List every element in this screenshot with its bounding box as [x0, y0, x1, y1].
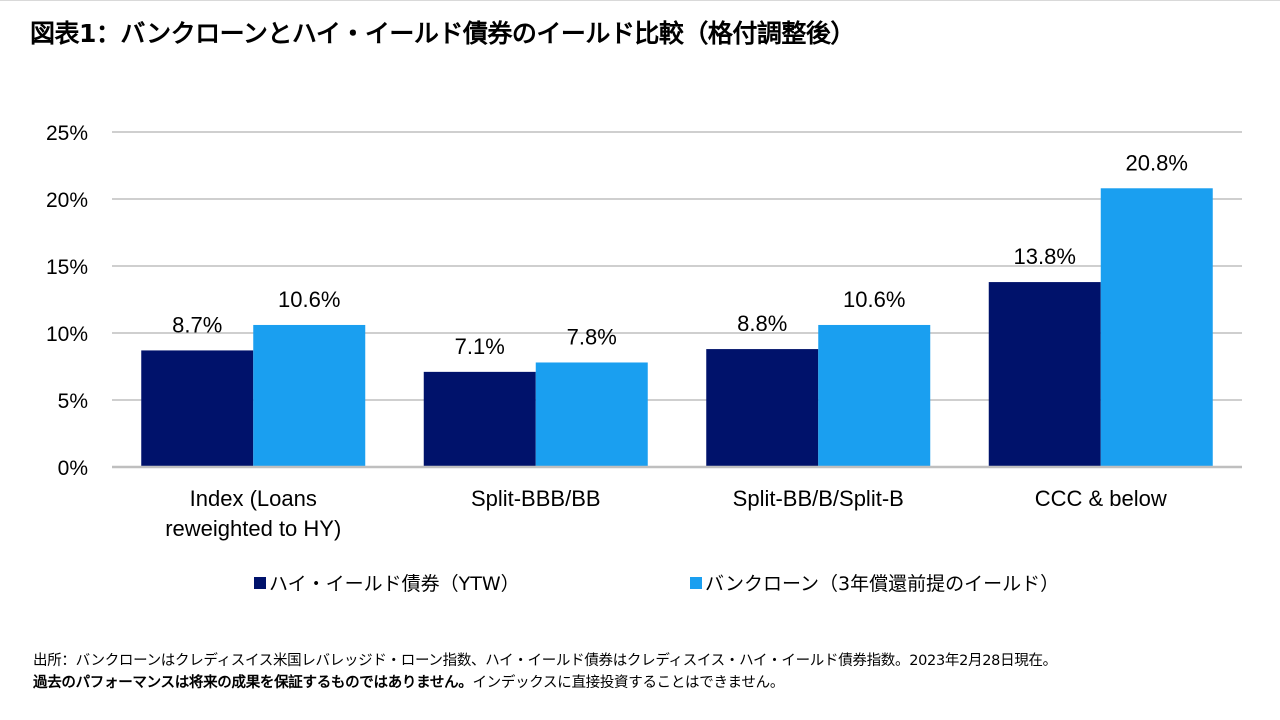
category-label: Split-BBB/BB: [471, 486, 601, 511]
legend-swatch-bank-loan: [690, 576, 702, 589]
category-label: reweighted to HY): [165, 516, 341, 541]
category-label: Split-BB/B/Split-B: [733, 486, 904, 511]
y-tick-label: 5%: [58, 390, 88, 413]
legend-item-bank-loan: バンクローン（3年償還前提のイールド）: [690, 569, 1059, 596]
y-tick-label: 20%: [46, 189, 88, 212]
category-label: CCC & below: [1035, 486, 1167, 511]
chart-legend: ハイ・イールド債券（YTW） バンクローン（3年償還前提のイールド）: [0, 569, 1280, 599]
data-label: 20.8%: [1126, 150, 1188, 175]
footer-disclaimer-normal: インデックスに直接投資することはできません。: [472, 675, 785, 691]
data-label: 8.8%: [737, 311, 787, 336]
bar: [1100, 188, 1213, 467]
data-label: 10.6%: [278, 287, 340, 312]
legend-swatch-high-yield: [254, 576, 266, 589]
bar: [535, 362, 648, 467]
y-tick-label: 0%: [58, 457, 88, 480]
top-divider: [0, 0, 1280, 1]
bar: [253, 324, 366, 467]
footer-disclaimer-bold: 過去のパフォーマンスは将来の成果を保証するものではありません。: [33, 675, 473, 691]
bar: [988, 282, 1101, 467]
chart-title: 図表1：バンクローンとハイ・イールド債券のイールド比較（格付調整後）: [30, 19, 855, 48]
data-label: 7.8%: [567, 324, 617, 349]
data-label: 13.8%: [1014, 244, 1076, 269]
bar: [423, 371, 536, 467]
y-tick-label: 10%: [46, 323, 88, 346]
bar: [706, 349, 819, 467]
legend-label-high-yield: ハイ・イールド債券（YTW）: [269, 573, 520, 595]
footer-source: 出所：バンクローンはクレディスイス米国レバレッジド・ローン指数、ハイ・イールド債…: [33, 653, 1057, 669]
data-label: 10.6%: [843, 287, 905, 312]
data-label: 8.7%: [172, 312, 222, 337]
data-label: 7.1%: [455, 334, 505, 359]
legend-label-bank-loan: バンクローン（3年償還前提のイールド）: [705, 573, 1060, 595]
bar: [141, 350, 254, 467]
footer-disclaimer: 過去のパフォーマンスは将来の成果を保証するものではありません。インデックスに直接…: [33, 672, 1263, 694]
y-tick-label: 15%: [46, 256, 88, 279]
y-tick-label: 25%: [46, 122, 88, 145]
footer-notes: 出所：バンクローンはクレディスイス米国レバレッジド・ローン指数、ハイ・イールド債…: [33, 650, 1263, 694]
bar: [818, 324, 931, 467]
category-label: Index (Loans: [190, 486, 317, 511]
legend-item-high-yield: ハイ・イールド債券（YTW）: [254, 569, 520, 596]
